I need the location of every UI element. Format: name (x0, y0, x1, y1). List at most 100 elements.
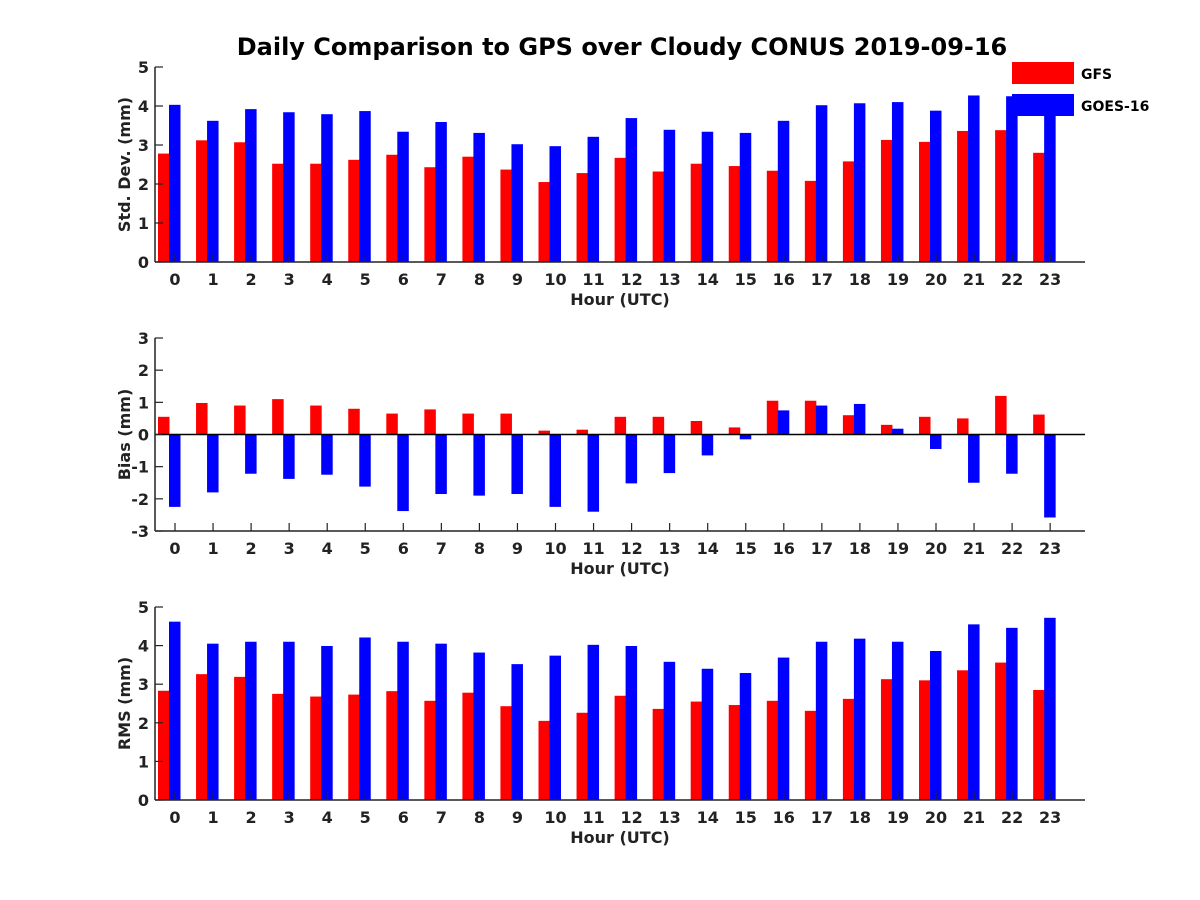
x-tick-label: 16 (773, 808, 795, 827)
bar-goes-16-hour-5 (359, 111, 371, 262)
y-tick-label: 1 (138, 393, 149, 412)
bar-gfs-hour-17 (804, 710, 817, 800)
bar-goes-16-hour-14 (701, 434, 714, 456)
bar-goes-16-hour-7 (435, 434, 447, 495)
bar-gfs-hour-16 (766, 700, 779, 800)
bar-goes-16-hour-20 (930, 110, 942, 263)
bar-gfs-hour-11 (576, 429, 589, 435)
bar-gfs-hour-21 (957, 670, 969, 800)
bar-gfs-hour-15 (728, 705, 741, 800)
x-tick-label: 15 (735, 270, 757, 289)
bar-goes-16-hour-0 (169, 434, 181, 507)
y-tick-label: 2 (138, 361, 149, 380)
bar-gfs-hour-23 (1033, 414, 1045, 435)
bar-gfs-hour-18 (842, 698, 855, 800)
bar-goes-16-hour-8 (473, 434, 485, 496)
x-tick-label: 13 (659, 539, 681, 558)
y-axis-label: Bias (mm) (115, 389, 134, 481)
bar-gfs-hour-7 (424, 700, 436, 800)
bar-gfs-hour-4 (310, 405, 322, 435)
bar-gfs-hour-12 (614, 695, 627, 800)
bar-goes-16-hour-22 (1006, 627, 1018, 800)
x-tick-label: 15 (735, 539, 757, 558)
x-tick-label: 7 (436, 270, 447, 289)
bar-goes-16-hour-3 (283, 112, 295, 263)
bar-gfs-hour-4 (310, 696, 322, 800)
x-tick-label: 22 (1001, 539, 1023, 558)
y-tick-label: 0 (138, 791, 149, 810)
bar-goes-16-hour-22 (1006, 96, 1018, 262)
bar-goes-16-hour-3 (283, 434, 295, 479)
bar-gfs-hour-3 (272, 693, 284, 800)
bar-gfs-hour-14 (690, 420, 703, 435)
bar-goes-16-hour-0 (169, 104, 181, 262)
bar-goes-16-hour-3 (283, 641, 295, 800)
bar-goes-16-hour-2 (245, 109, 257, 263)
bar-gfs-hour-2 (234, 142, 246, 262)
y-tick-label: 3 (138, 136, 149, 155)
x-tick-label: 12 (620, 539, 642, 558)
bar-gfs-hour-1 (196, 402, 208, 435)
x-tick-label: 17 (811, 270, 833, 289)
bar-gfs-hour-17 (804, 400, 817, 435)
x-tick-label: 8 (474, 808, 485, 827)
bar-goes-16-hour-5 (359, 637, 371, 800)
bar-goes-16-hour-7 (435, 643, 447, 800)
x-tick-label: 12 (620, 808, 642, 827)
bar-gfs-hour-10 (538, 430, 550, 435)
bar-goes-16-hour-18 (853, 403, 866, 435)
x-tick-label: 3 (284, 270, 295, 289)
x-tick-label: 11 (582, 539, 604, 558)
bar-gfs-hour-12 (614, 157, 627, 262)
bar-goes-16-hour-5 (359, 434, 371, 487)
bar-goes-16-hour-19 (891, 102, 904, 262)
y-tick-label: 1 (138, 214, 149, 233)
bar-gfs-hour-14 (690, 701, 703, 800)
x-tick-label: 11 (582, 270, 604, 289)
bar-goes-16-hour-20 (930, 651, 942, 800)
bar-goes-16-hour-16 (777, 657, 790, 800)
y-axis-label: Std. Dev. (mm) (115, 97, 134, 232)
x-tick-label: 14 (697, 270, 719, 289)
x-tick-label: 1 (207, 270, 218, 289)
y-tick-label: 2 (138, 175, 149, 194)
bars (158, 617, 1056, 800)
x-tick-label: 0 (169, 270, 180, 289)
bar-goes-16-hour-2 (245, 641, 257, 800)
x-tick-label: 5 (360, 270, 371, 289)
y-tick-label: 5 (138, 598, 149, 617)
bar-goes-16-hour-15 (739, 434, 752, 440)
bar-gfs-hour-8 (462, 413, 474, 435)
bar-goes-16-hour-4 (321, 434, 333, 475)
bar-goes-16-hour-9 (511, 434, 523, 495)
x-axis-label: Hour (UTC) (570, 290, 670, 309)
y-tick-label: 4 (138, 97, 149, 116)
x-tick-label: 20 (925, 270, 947, 289)
bar-goes-16-hour-19 (891, 428, 904, 435)
y-tick-label: 4 (138, 637, 149, 656)
bar-gfs-hour-15 (728, 427, 741, 435)
bar-gfs-hour-10 (538, 182, 550, 262)
x-tick-label: 3 (284, 808, 295, 827)
bar-gfs-hour-18 (842, 161, 855, 262)
bar-goes-16-hour-8 (473, 652, 485, 800)
bar-gfs-hour-7 (424, 409, 436, 435)
bar-goes-16-hour-19 (891, 641, 904, 800)
y-tick-label: 3 (138, 675, 149, 694)
x-tick-label: 14 (697, 808, 719, 827)
x-tick-label: 23 (1039, 270, 1061, 289)
x-tick-label: 21 (963, 539, 985, 558)
bar-gfs-hour-1 (196, 674, 208, 800)
bar-goes-16-hour-22 (1006, 434, 1018, 474)
x-tick-label: 17 (811, 539, 833, 558)
legend-label-gfs: GFS (1081, 67, 1112, 83)
bar-gfs-hour-2 (234, 405, 246, 435)
bar-gfs-hour-17 (804, 180, 817, 262)
x-tick-label: 1 (207, 539, 218, 558)
bar-gfs-hour-3 (272, 163, 284, 262)
legend: GFS GOES-16 (1012, 62, 1149, 116)
bar-gfs-hour-19 (880, 679, 893, 800)
bar-goes-16-hour-1 (207, 434, 219, 493)
